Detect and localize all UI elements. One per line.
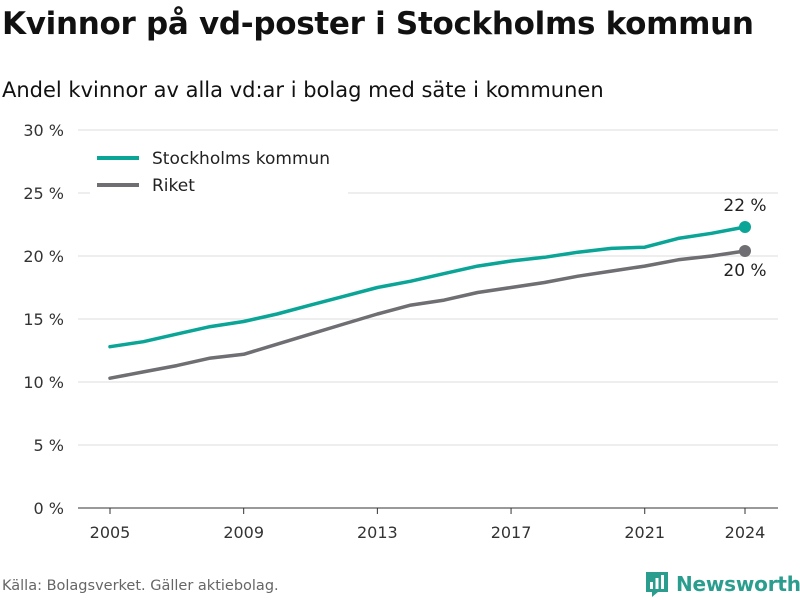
- series-end-label: 20 %: [723, 261, 766, 281]
- page-title: Kvinnor på vd-poster i Stockholms kommun: [2, 6, 754, 42]
- y-tick-label: 0 %: [34, 499, 64, 518]
- legend: Stockholms kommun Riket: [90, 145, 348, 196]
- series-lines: 22 % 20 %: [108, 196, 767, 380]
- brand-name: Newsworthy: [676, 572, 800, 596]
- brand-logo: Newsworthy: [644, 569, 800, 599]
- y-tick-label: 25 %: [23, 184, 64, 203]
- page-subtitle: Andel kvinnor av alla vd:ar i bolag med …: [2, 78, 604, 102]
- legend-label: Stockholms kommun: [152, 149, 330, 169]
- x-tick-label: 2024: [725, 523, 766, 542]
- y-axis-ticks: 0 % 5 % 10 % 15 % 20 % 25 % 30 %: [23, 121, 64, 518]
- series-line-stockholm: [108, 225, 747, 349]
- legend-label: Riket: [152, 176, 195, 196]
- y-tick-label: 15 %: [23, 310, 64, 329]
- newsworthy-logo-icon: [646, 572, 668, 597]
- source-note: Källa: Bolagsverket. Gäller aktiebolag.: [2, 578, 279, 594]
- series-end-point: [739, 221, 751, 234]
- y-tick-label: 5 %: [34, 436, 64, 455]
- x-tick-label: 2021: [624, 523, 665, 542]
- series-line-riket: [108, 249, 747, 380]
- x-tick-label: 2005: [90, 523, 131, 542]
- x-tick-label: 2013: [357, 523, 398, 542]
- series-end-point: [739, 244, 751, 257]
- x-axis-ticks: 2005 2009 2013 2017 2021 2024: [90, 508, 766, 542]
- series-end-label: 22 %: [723, 196, 766, 216]
- x-tick-label: 2017: [491, 523, 532, 542]
- x-tick-label: 2009: [223, 523, 264, 542]
- y-tick-label: 30 %: [23, 121, 64, 140]
- y-tick-label: 20 %: [23, 247, 64, 266]
- y-tick-label: 10 %: [23, 373, 64, 392]
